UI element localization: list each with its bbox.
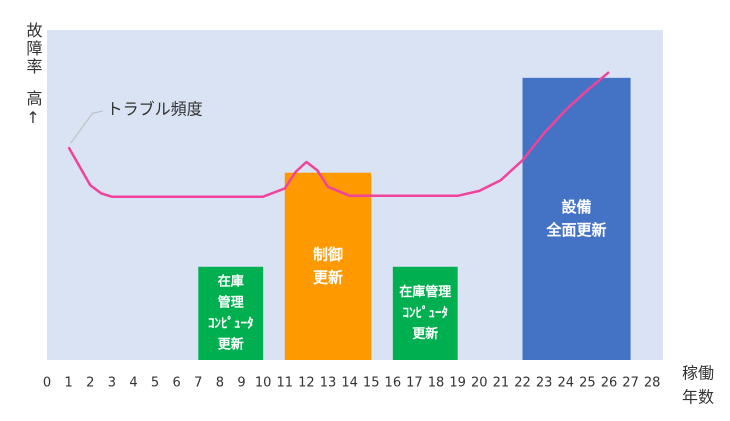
- bar-label: 全面更新: [546, 221, 607, 239]
- x-tick-label: 22: [514, 376, 531, 391]
- x-tick-label: 20: [471, 376, 488, 391]
- x-tick-label: 12: [298, 376, 315, 391]
- bar-label: ｺﾝﾋﾟｭｰﾀ: [402, 305, 448, 321]
- x-tick-label: 13: [320, 376, 337, 391]
- x-tick-label: 17: [406, 376, 423, 391]
- bar: [198, 266, 264, 360]
- x-tick-label: 0: [43, 376, 51, 391]
- x-tick-label: 5: [151, 376, 159, 391]
- x-tick-label: 11: [276, 376, 293, 391]
- x-tick-label: 26: [601, 376, 618, 391]
- bar-label: 管理: [218, 294, 244, 310]
- x-tick-label: 28: [644, 376, 661, 391]
- y-axis-sublabel: 高↑: [24, 90, 43, 129]
- annotation-leader: [70, 110, 103, 144]
- bar-label: 更新: [218, 336, 244, 352]
- bar-label: 更新: [313, 268, 343, 286]
- bar-label: 更新: [412, 326, 438, 342]
- x-tick-label: 24: [557, 376, 574, 391]
- bar: [522, 77, 631, 360]
- x-tick-label: 21: [493, 376, 510, 391]
- x-tick-label: 4: [129, 376, 137, 391]
- bar-label: ｺﾝﾋﾟｭｰﾀ: [208, 315, 254, 331]
- x-tick-label: 9: [237, 376, 245, 391]
- y-axis-label: 故障率: [24, 22, 43, 76]
- x-tick-label: 23: [536, 376, 553, 391]
- x-tick-label: 7: [194, 376, 202, 391]
- bar: [392, 266, 458, 360]
- x-tick-label: 15: [363, 376, 380, 391]
- trouble-line: [67, 71, 610, 198]
- x-tick-label: 6: [173, 376, 181, 391]
- x-tick-label: 18: [428, 376, 445, 391]
- x-tick-label: 1: [64, 376, 72, 391]
- x-tick-label: 25: [579, 376, 596, 391]
- x-tick-label: 8: [216, 376, 224, 391]
- x-tick-label: 10: [255, 376, 272, 391]
- x-tick-label: 14: [341, 376, 358, 391]
- bar-label: 在庫: [218, 273, 244, 289]
- bar-label: 在庫管理: [399, 284, 451, 300]
- line-legend-label: トラブル頻度: [107, 100, 203, 119]
- x-tick-label: 3: [108, 376, 116, 391]
- x-tick-label: 19: [449, 376, 466, 391]
- x-tick-label: 16: [385, 376, 402, 391]
- bar: [284, 172, 372, 360]
- x-tick-label: 2: [86, 376, 94, 391]
- bar-label: 設備: [562, 198, 592, 216]
- x-axis-label: 年数: [682, 388, 714, 407]
- bar-label: 制御: [313, 245, 343, 263]
- x-tick-label: 27: [622, 376, 639, 391]
- x-axis-label: 稼働: [682, 364, 714, 383]
